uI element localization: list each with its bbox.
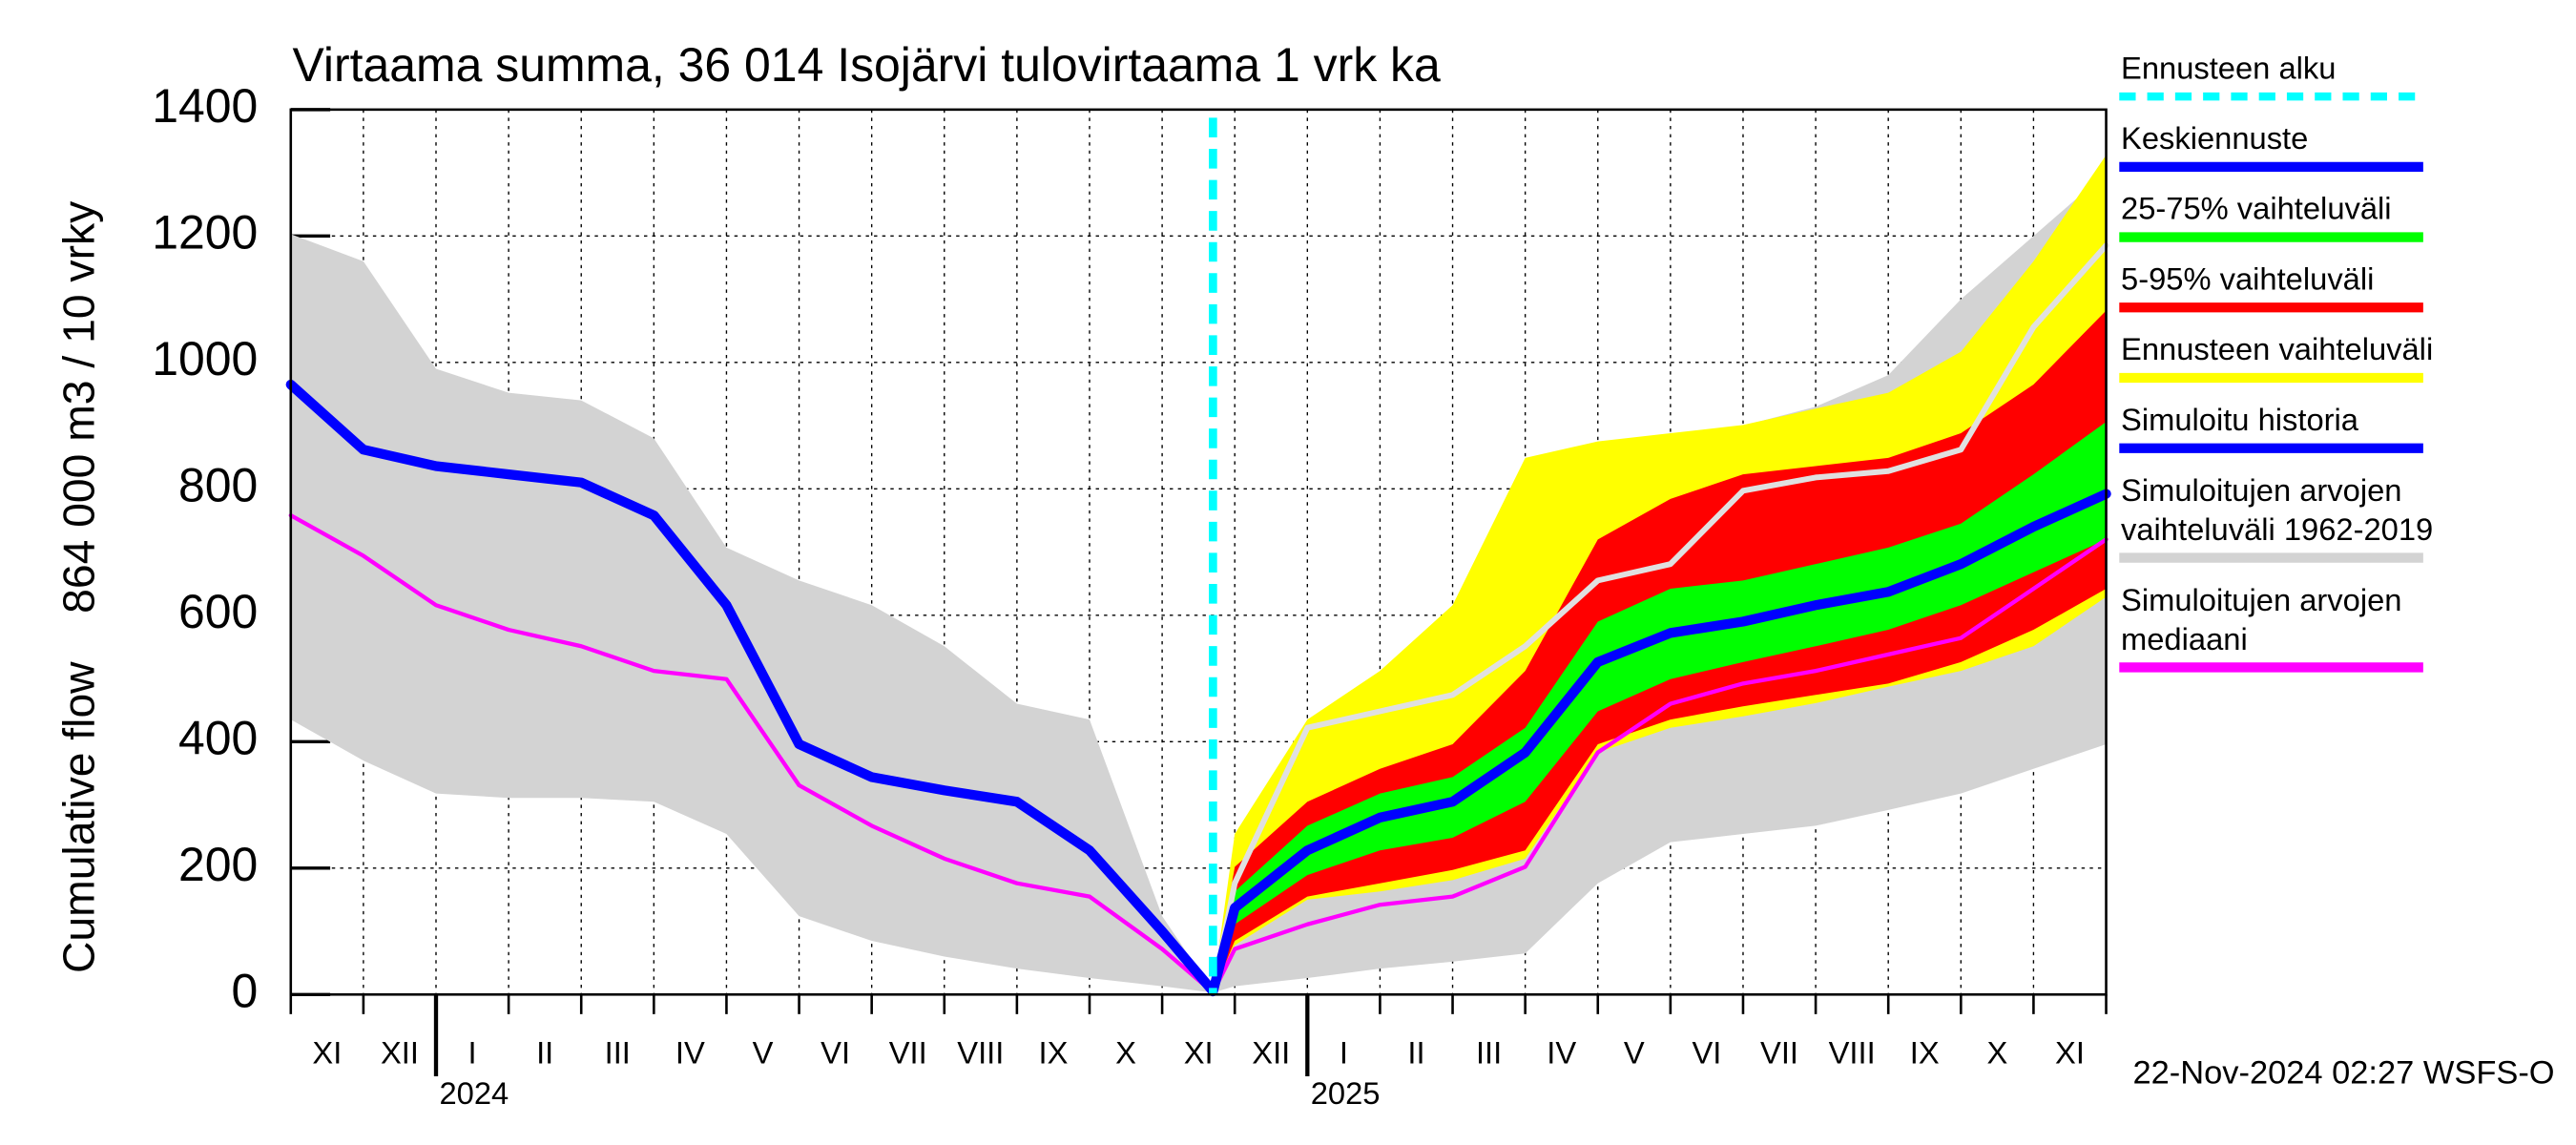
legend-label: Simuloitu historia [2121, 402, 2359, 437]
x-tick-label: IV [1547, 1034, 1576, 1070]
y-tick-label: 400 [178, 712, 258, 765]
x-tick-label: III [1476, 1034, 1502, 1070]
timestamp: 22-Nov-2024 02:27 WSFS-O [2132, 1054, 2554, 1091]
x-tick-label: V [753, 1034, 774, 1070]
x-tick-label: XII [381, 1034, 419, 1070]
y-tick-label: 1400 [152, 79, 258, 133]
y-axis-label: 864 000 m3 / 10 vrky [53, 200, 103, 614]
x-tick-label: VI [821, 1034, 850, 1070]
legend-label: Ennusteen vaihteluväli [2121, 331, 2433, 366]
x-tick-label: VIII [957, 1034, 1004, 1070]
y-tick-label: 200 [178, 838, 258, 891]
legend-label: 25-75% vaihteluväli [2121, 191, 2392, 226]
x-tick-label: IX [1038, 1034, 1068, 1070]
chart-title: Virtaama summa, 36 014 Isojärvi tulovirt… [293, 38, 1442, 92]
legend-label-line: Simuloitujen arvojen [2121, 472, 2401, 508]
legend-label-line: vaihteluväli 1962-2019 [2121, 511, 2433, 547]
x-tick-label: I [468, 1034, 477, 1070]
legend-label-line: mediaani [2121, 621, 2248, 656]
x-tick-label: I [1340, 1034, 1348, 1070]
plot-area [285, 108, 2111, 1014]
x-tick-label: XI [2055, 1034, 2085, 1070]
x-tick-label: X [1115, 1034, 1136, 1070]
x-tick-label: XII [1252, 1034, 1290, 1070]
x-tick-label: II [1407, 1034, 1424, 1070]
x-tick-label: II [536, 1034, 553, 1070]
y-axis-label: Cumulative flow [53, 661, 103, 973]
y-tick-label: 600 [178, 585, 258, 638]
y-tick-label: 1000 [152, 332, 258, 385]
legend-label: Keskiennuste [2121, 120, 2308, 156]
x-tick-label: VII [889, 1034, 927, 1070]
x-tick-label: XI [312, 1034, 342, 1070]
legend-label: 5-95% vaihteluväli [2121, 261, 2374, 297]
year-label: 2024 [439, 1075, 509, 1111]
x-tick-label: IV [675, 1034, 705, 1070]
year-label: 2025 [1311, 1075, 1381, 1111]
plot-frame [289, 108, 2108, 996]
line [1210, 242, 2109, 994]
x-tick-label: VIII [1829, 1034, 1876, 1070]
x-tick-label: XI [1184, 1034, 1214, 1070]
x-tick-label: X [1986, 1034, 2007, 1070]
x-tick-label: V [1624, 1034, 1645, 1070]
x-tick-label: III [605, 1034, 631, 1070]
band [290, 173, 2107, 993]
y-tick-label: 0 [232, 965, 259, 1018]
legend-label: Simuloitujen arvojen mediaani [2121, 582, 2401, 656]
y-tick-label: 800 [178, 459, 258, 512]
legend-label: Simuloitujen arvojen vaihteluväli 1962-20… [2121, 472, 2433, 547]
y-tick-label: 1200 [152, 206, 258, 260]
line [285, 379, 1218, 997]
x-tick-label: VII [1760, 1034, 1798, 1070]
line [1208, 489, 2111, 997]
legend-label: Ennusteen alku [2121, 50, 2336, 85]
band [1213, 422, 2107, 993]
x-tick-label: VI [1692, 1034, 1721, 1070]
legend-label-line: Simuloitujen arvojen [2121, 582, 2401, 617]
x-tick-label: IX [1910, 1034, 1940, 1070]
